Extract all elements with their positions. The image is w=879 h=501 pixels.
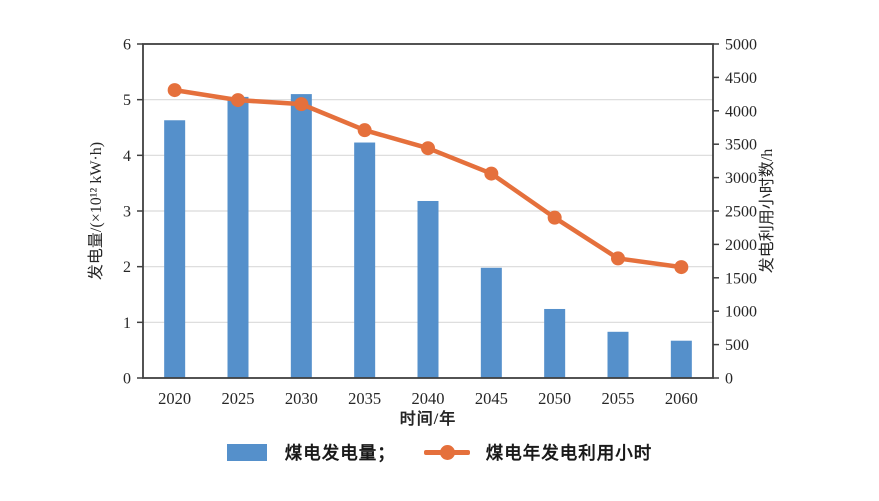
right-axis-title: 发电利用小时数/h <box>758 149 776 273</box>
bar-2035 <box>354 142 376 378</box>
right-axis-tick-label: 3000 <box>725 170 757 187</box>
line-point-2030 <box>294 97 309 112</box>
x-axis-tick-label: 2045 <box>475 389 508 408</box>
x-axis-tick-label: 2040 <box>412 389 445 408</box>
right-axis-tick-label: 0 <box>725 371 733 388</box>
line-point-2025 <box>231 93 245 108</box>
bar-2030 <box>290 94 312 378</box>
legend-line-label: 煤电年发电利用小时 <box>485 443 653 463</box>
legend-line-marker <box>423 445 470 460</box>
line-point-2045 <box>484 166 499 181</box>
left-axis-tick-label: 5 <box>123 92 131 109</box>
left-axis-tick-label: 3 <box>123 204 131 221</box>
right-axis-tick-label: 3500 <box>725 137 757 154</box>
right-axis-tick-label: 5000 <box>725 37 757 54</box>
bar-2025 <box>227 96 249 378</box>
line-point-2050 <box>547 210 562 225</box>
x-axis-tick-label: 2060 <box>665 389 698 408</box>
bar-2040 <box>417 200 439 378</box>
legend-bar-label: 煤电发电量； <box>284 443 396 463</box>
left-axis-tick-label: 0 <box>123 371 131 388</box>
x-axis-tick-label: 2025 <box>222 389 255 408</box>
line-series <box>167 83 689 275</box>
right-axis-tick-label: 2500 <box>725 204 757 221</box>
chart-svg: 0 1 2 3 4 5 6 0 500 1000 1500 2000 2500 3000 3500 4000 4… <box>87 37 776 429</box>
bar-2060 <box>670 340 692 378</box>
line-point-2040 <box>421 141 435 156</box>
bar-2050 <box>544 308 566 378</box>
bar-series <box>164 94 692 378</box>
line-point-2020 <box>167 83 182 98</box>
right-axis-tick-label: 4500 <box>725 70 757 87</box>
left-axis-title: 发电量/(×10¹² kW·h) <box>87 142 105 280</box>
right-axis-tick-label: 4000 <box>725 103 757 120</box>
line-point-2060 <box>674 260 689 275</box>
right-axis-tick-label: 1000 <box>725 304 757 321</box>
bar-2045 <box>480 267 502 378</box>
x-axis-tick-label: 2055 <box>602 389 635 408</box>
legend-bar-swatch <box>226 444 267 461</box>
line-point-2035 <box>357 123 372 138</box>
bar-2055 <box>607 331 629 378</box>
left-axis-tick-label: 2 <box>123 259 131 276</box>
line-point-2055 <box>611 251 625 266</box>
left-axis-tick-label: 4 <box>123 148 131 165</box>
x-axis-tick-label: 2050 <box>538 389 571 408</box>
left-axis-tick-label: 6 <box>123 37 131 54</box>
legend: 煤电发电量； 煤电年发电利用小时 <box>0 440 879 465</box>
left-axis-tick-label: 1 <box>123 315 131 332</box>
right-axis-tick-label: 1500 <box>725 270 757 287</box>
right-axis-tick-label: 2000 <box>725 237 757 254</box>
axes <box>137 43 719 379</box>
x-axis-tick-label: 2030 <box>285 389 318 408</box>
right-axis-tick-label: 500 <box>725 337 749 354</box>
legend-line-dot-icon <box>439 445 455 460</box>
x-axis-tick-label: 2035 <box>348 389 381 408</box>
tick-labels: 0 1 2 3 4 5 6 0 500 1000 1500 2000 2500 3000 3500 4000 4… <box>123 37 757 409</box>
x-axis-title: 时间/年 <box>400 409 456 428</box>
x-axis-tick-label: 2020 <box>158 389 191 408</box>
bar-2020 <box>164 120 186 378</box>
